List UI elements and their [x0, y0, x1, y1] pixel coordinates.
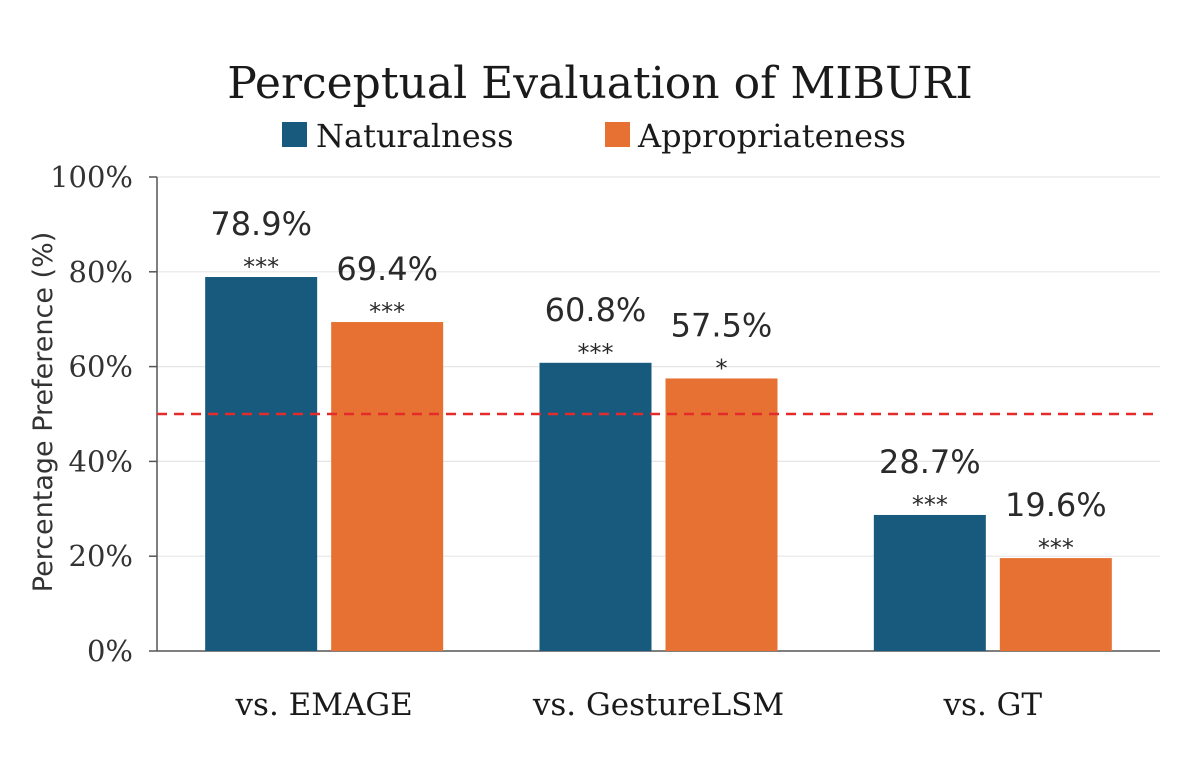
bar-appropriateness-0 — [331, 322, 444, 651]
label-layer: *** 78.9% *** 69.4% vs. EMAGE *** 60.8% * 57.5% v… — [210, 205, 1106, 723]
bar-naturalness-2 — [873, 514, 986, 651]
bar-naturalness-1 — [539, 362, 652, 651]
significance-appropriateness-2: *** — [1038, 534, 1074, 562]
y-tick-label-80: 80% — [69, 255, 133, 289]
significance-naturalness-1: *** — [578, 339, 614, 367]
data-label-appropriateness-0: 69.4% — [336, 250, 438, 288]
category-label-2: vs. GT — [943, 687, 1043, 723]
legend: Naturalness Appropriateness — [282, 117, 906, 155]
data-label-naturalness-0: 78.9% — [210, 205, 312, 243]
data-label-appropriateness-2: 19.6% — [1005, 486, 1107, 524]
axis-layer: 0% 20% 40% 60% 80% 100% — [50, 160, 1160, 668]
bar-appropriateness-2 — [999, 558, 1112, 651]
significance-appropriateness-0: *** — [369, 298, 405, 326]
y-tick-label-60: 60% — [69, 350, 133, 384]
bar-appropriateness-1 — [665, 378, 778, 651]
bar-naturalness-0 — [205, 277, 318, 651]
significance-naturalness-0: *** — [243, 253, 279, 281]
significance-naturalness-2: *** — [912, 491, 948, 519]
data-label-naturalness-1: 60.8% — [545, 291, 647, 329]
y-tick-label-40: 40% — [69, 444, 133, 478]
y-tick-label-0: 0% — [87, 634, 133, 668]
y-tick-label-100: 100% — [50, 160, 133, 194]
y-tick-label-20: 20% — [69, 539, 133, 573]
y-axis-label: Percentage Preference (%) — [28, 232, 59, 593]
legend-swatch-appropriateness — [605, 122, 630, 147]
significance-appropriateness-1: * — [716, 354, 728, 382]
chart-title: Perceptual Evaluation of MIBURI — [227, 58, 972, 109]
bar-layer — [205, 277, 1112, 651]
legend-swatch-naturalness — [282, 122, 307, 147]
legend-label-naturalness: Naturalness — [316, 117, 514, 155]
category-label-0: vs. EMAGE — [235, 687, 413, 723]
data-label-appropriateness-1: 57.5% — [671, 306, 773, 344]
grid-layer — [157, 176, 1160, 557]
data-label-naturalness-2: 28.7% — [879, 443, 981, 481]
legend-label-appropriateness: Appropriateness — [637, 117, 906, 155]
category-label-1: vs. GestureLSM — [532, 687, 784, 723]
